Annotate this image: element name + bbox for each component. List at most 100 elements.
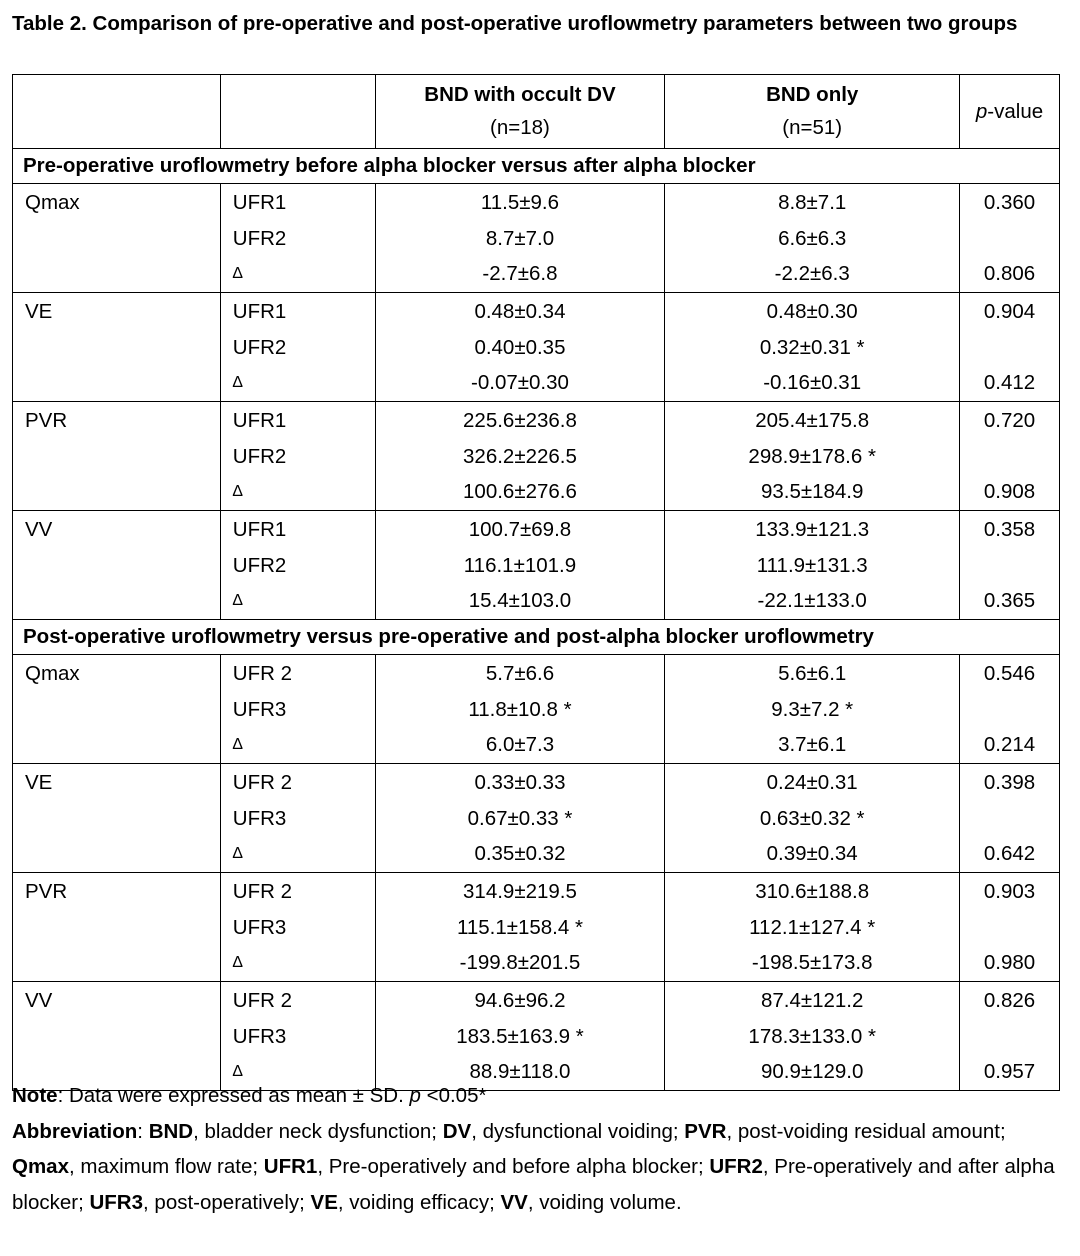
measurement-cell: UFR1 UFR2 ∆ <box>219 401 376 511</box>
p-value <box>960 910 1059 946</box>
p-values: 0.904 0.412 <box>959 292 1060 402</box>
abbreviation-definition: , voiding efficacy; <box>337 1190 501 1214</box>
value-bnd-only: -0.16±0.31 <box>763 371 862 395</box>
header-bnd-occult-dv-n: (n=18) <box>490 116 550 139</box>
parameter-label: VV <box>12 510 221 620</box>
value-bnd-occult-dv: 225.6±236.8 <box>463 409 577 432</box>
parameter-label: Qmax <box>12 183 221 293</box>
value-bnd-only: 0.63±0.32 * <box>759 806 865 830</box>
section-title: Post-operative uroflowmetry versus pre-o… <box>12 619 1060 655</box>
header-bnd-occult-dv: BND with occult DV (n=18) <box>374 74 666 149</box>
value-bnd-only: 0.32±0.31 * <box>759 335 865 359</box>
value-bnd-only: 133.9±121.3 <box>755 518 870 541</box>
delta-label: ∆ <box>232 1063 243 1081</box>
bnd-occult-dv-values: 100.7±69.8 116.1±101.9 15.4±103.0 <box>374 510 666 620</box>
header-empty-cell <box>219 74 376 149</box>
measurement-cell: UFR 2 UFR3 ∆ <box>219 872 376 982</box>
parameter-label: PVR <box>12 872 221 982</box>
value-bnd-occult-dv: -199.8±201.5 <box>459 951 581 975</box>
p-values: 0.720 0.908 <box>959 401 1060 511</box>
p-value: 0.398 <box>983 771 1036 794</box>
abbreviation-definition: , post-operatively; <box>143 1190 311 1214</box>
p-value <box>960 692 1059 728</box>
measurement-label: UFR1 <box>232 300 287 323</box>
section-title: Pre-operative uroflowmetry before alpha … <box>12 148 1060 184</box>
header-bnd-only-title: BND only <box>766 83 859 106</box>
value-bnd-only: 0.48±0.30 <box>766 300 858 323</box>
measurement-cell: UFR 2 UFR3 ∆ <box>219 981 376 1091</box>
measurement-label: UFR2 <box>232 226 287 250</box>
abbreviation-definition: , Pre-operatively and before alpha block… <box>317 1155 710 1178</box>
note-text-after: <0.05* <box>420 1084 487 1107</box>
value-bnd-only: -198.5±173.8 <box>751 951 873 975</box>
header-p-italic: p <box>975 99 988 123</box>
measurement-cell: UFR1 UFR2 ∆ <box>219 510 376 620</box>
delta-label: ∆ <box>232 483 243 501</box>
abbreviation-definition: , bladder neck dysfunction; <box>193 1119 443 1143</box>
value-bnd-occult-dv: 11.5±9.6 <box>480 191 560 214</box>
p-value: 0.360 <box>983 191 1036 214</box>
footnotes: Note: Data were expressed as mean ± SD. … <box>12 1078 1068 1220</box>
value-bnd-occult-dv: 100.7±69.8 <box>468 518 572 541</box>
value-bnd-occult-dv: 5.7±6.6 <box>485 662 555 685</box>
comparison-table: BND with occult DV (n=18) BND only (n=51… <box>12 74 1060 1091</box>
note-p-italic: p <box>409 1084 421 1107</box>
header-bnd-occult-dv-title: BND with occult DV <box>424 83 616 106</box>
p-value <box>960 439 1059 475</box>
bnd-only-values: 310.6±188.8 112.1±127.4 * -198.5±173.8 <box>664 872 961 982</box>
p-value: 0.904 <box>983 300 1036 323</box>
p-values: 0.826 0.957 <box>959 981 1060 1091</box>
table-row: PVR UFR1 UFR2 ∆ 225.6±236.8 326.2±226.5 100.6±… <box>12 401 1060 511</box>
abbreviation-term: Qmax <box>12 1155 69 1178</box>
measurement-label: UFR1 <box>232 518 287 541</box>
measurement-label: UFR 2 <box>232 662 292 685</box>
value-bnd-occult-dv: 88.9±118.0 <box>469 1060 571 1084</box>
delta-label: ∆ <box>232 374 243 392</box>
p-value: 0.980 <box>983 951 1036 975</box>
abbreviation-definition: , voiding volume. <box>527 1190 682 1214</box>
p-values: 0.358 0.365 <box>959 510 1060 620</box>
bnd-only-values: 0.24±0.31 0.63±0.32 * 0.39±0.34 <box>664 763 961 873</box>
table-row: VV UFR1 UFR2 ∆ 100.7±69.8 116.1±101.9 15.4±103… <box>12 510 1060 620</box>
bnd-occult-dv-values: 314.9±219.5 115.1±158.4 * -199.8±201.5 <box>374 872 666 982</box>
section-header-row: Pre-operative uroflowmetry before alpha … <box>12 148 1060 184</box>
header-p-rest: -value <box>987 99 1044 123</box>
measurement-label: UFR3 <box>232 1024 287 1048</box>
bnd-occult-dv-values: 0.48±0.34 0.40±0.35 -0.07±0.30 <box>374 292 666 402</box>
p-value: 0.826 <box>983 989 1036 1012</box>
p-value: 0.908 <box>983 480 1036 504</box>
bnd-occult-dv-values: 11.5±9.6 8.7±7.0 -2.7±6.8 <box>374 183 666 293</box>
p-value: 0.903 <box>983 880 1036 903</box>
value-bnd-occult-dv: 0.48±0.34 <box>474 300 566 323</box>
value-bnd-only: -2.2±6.3 <box>774 262 850 286</box>
value-bnd-occult-dv: 15.4±103.0 <box>468 589 572 613</box>
abbreviation-term: UFR3 <box>89 1190 144 1214</box>
table-title: Table 2. Comparison of pre-operative and… <box>12 12 1018 35</box>
value-bnd-only: 93.5±184.9 <box>760 480 864 504</box>
p-value: 0.214 <box>983 733 1036 757</box>
p-value: 0.642 <box>983 842 1036 866</box>
abbreviation-term: UFR2 <box>709 1155 763 1178</box>
delta-label: ∆ <box>232 265 243 283</box>
value-bnd-occult-dv: 0.33±0.33 <box>474 771 566 794</box>
p-value: 0.412 <box>983 371 1036 395</box>
value-bnd-only: 9.3±7.2 * <box>771 697 854 721</box>
measurement-cell: UFR1 UFR2 ∆ <box>219 183 376 293</box>
bnd-only-values: 133.9±121.3 111.9±131.3 -22.1±133.0 <box>664 510 961 620</box>
header-empty-cell <box>12 74 221 149</box>
header-bnd-only-n: (n=51) <box>782 116 843 139</box>
abbreviation-term: VV <box>500 1190 528 1214</box>
value-bnd-only: 8.8±7.1 <box>778 191 847 214</box>
value-bnd-only: 6.6±6.3 <box>778 226 847 250</box>
header-p-value: p-value <box>959 74 1060 149</box>
value-bnd-only: -22.1±133.0 <box>757 589 867 613</box>
measurement-cell: UFR 2 UFR3 ∆ <box>219 763 376 873</box>
p-value <box>960 548 1059 584</box>
parameter-label: PVR <box>12 401 221 511</box>
table-row: PVR UFR 2 UFR3 ∆ 314.9±219.5 115.1±158.4 * -19… <box>12 872 1060 982</box>
value-bnd-occult-dv: 0.40±0.35 <box>474 335 566 359</box>
value-bnd-occult-dv: 115.1±158.4 * <box>456 915 583 939</box>
section-header-row: Post-operative uroflowmetry versus pre-o… <box>12 619 1060 655</box>
note-label: Note <box>12 1084 58 1107</box>
p-value <box>960 801 1059 837</box>
